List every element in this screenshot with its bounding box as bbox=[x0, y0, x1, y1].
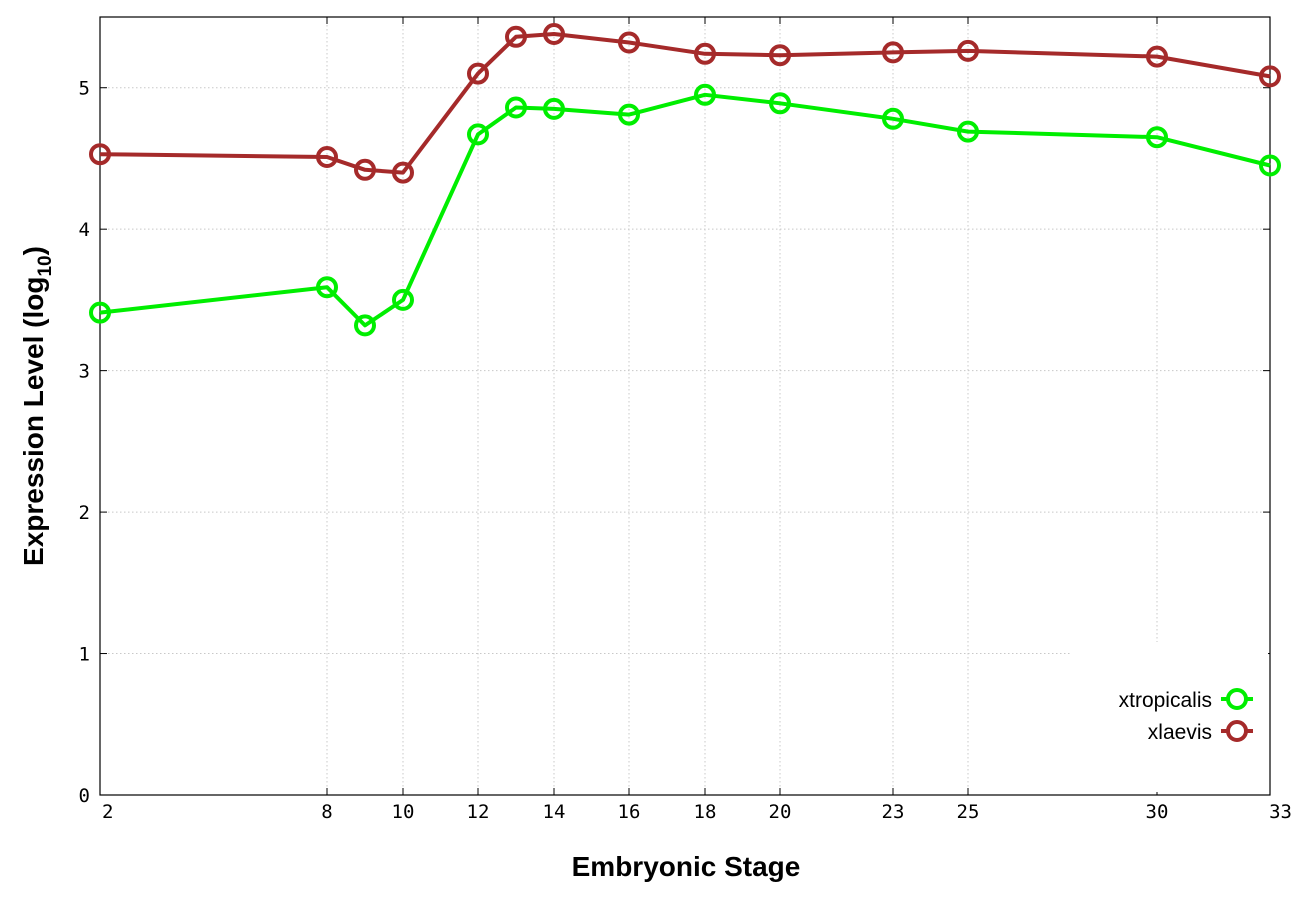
series-line-xlaevis bbox=[99, 32, 1271, 175]
legend-label-xtropicalis: xtropicalis bbox=[1119, 689, 1212, 712]
data-point-xtropicalis-8 bbox=[316, 276, 338, 299]
y-tick-label-1: 1 bbox=[79, 644, 90, 666]
plot-frame bbox=[99, 16, 1271, 796]
data-point-xlaevis-23 bbox=[882, 41, 904, 64]
x-axis-ticks: 2 8 10 12 14 16 18 20 23 25 30 33 bbox=[99, 17, 1292, 823]
x-axis-title: Embryonic Stage bbox=[572, 851, 801, 882]
data-point-xlaevis-30 bbox=[1146, 45, 1168, 68]
data-point-xlaevis-16 bbox=[618, 31, 640, 54]
y-axis-ticks: 0 1 2 3 4 5 bbox=[79, 78, 1270, 807]
x-tick-label-20: 20 bbox=[769, 801, 792, 823]
grid-lines bbox=[100, 17, 1270, 795]
x-tick-label-33: 33 bbox=[1269, 801, 1292, 823]
y-tick-label-5: 5 bbox=[79, 78, 90, 100]
data-point-xtropicalis-30 bbox=[1146, 126, 1168, 149]
legend-label-xlaevis: xlaevis bbox=[1148, 721, 1212, 744]
legend-marker-xtropicalis bbox=[1226, 688, 1248, 710]
x-tick-label-12: 12 bbox=[467, 801, 490, 823]
y-tick-label-4: 4 bbox=[79, 219, 90, 241]
data-point-xtropicalis-16 bbox=[618, 103, 640, 126]
data-point-xlaevis-13 bbox=[505, 25, 527, 48]
series-line-xtropicalis bbox=[99, 92, 1271, 328]
data-point-xtropicalis-23 bbox=[882, 107, 904, 130]
x-tick-label-2: 2 bbox=[102, 801, 113, 823]
data-point-xlaevis-20 bbox=[769, 44, 791, 67]
data-point-xlaevis-14 bbox=[543, 23, 565, 45]
data-point-xlaevis-18 bbox=[694, 42, 716, 65]
data-point-xtropicalis-14 bbox=[543, 97, 565, 120]
data-point-xtropicalis-18 bbox=[694, 83, 716, 106]
y-axis-title-main: Expression Level (log bbox=[18, 277, 49, 566]
data-point-xtropicalis-13 bbox=[505, 96, 527, 119]
data-point-xtropicalis-20 bbox=[769, 92, 791, 115]
data-point-xtropicalis-2 bbox=[89, 301, 111, 324]
data-point-xlaevis-25 bbox=[957, 39, 979, 62]
y-tick-label-0: 0 bbox=[79, 785, 90, 807]
y-tick-label-2: 2 bbox=[79, 502, 90, 524]
legend-marker-xlaevis bbox=[1226, 720, 1248, 742]
x-tick-label-18: 18 bbox=[694, 801, 717, 823]
data-point-xtropicalis-9 bbox=[354, 314, 376, 337]
y-axis-title-subscript: 10 bbox=[35, 255, 56, 276]
y-axis-title: Expression Level (log10) bbox=[18, 246, 56, 566]
x-tick-label-8: 8 bbox=[321, 801, 332, 823]
data-point-xtropicalis-25 bbox=[957, 120, 979, 143]
y-axis-title-close: ) bbox=[18, 246, 49, 255]
data-point-xlaevis-12 bbox=[467, 62, 489, 85]
x-tick-label-16: 16 bbox=[618, 801, 641, 823]
data-point-xlaevis-10 bbox=[392, 161, 414, 184]
x-tick-label-23: 23 bbox=[882, 801, 905, 823]
legend-box bbox=[1072, 642, 1268, 792]
legend: xtropicalis xlaevis bbox=[1072, 642, 1268, 792]
data-point-xlaevis-2 bbox=[89, 143, 111, 166]
data-point-xlaevis-33 bbox=[1259, 65, 1281, 88]
data-point-xtropicalis-10 bbox=[392, 288, 414, 311]
data-point-xlaevis-9 bbox=[354, 158, 376, 181]
data-point-xtropicalis-33 bbox=[1259, 154, 1281, 177]
x-tick-label-25: 25 bbox=[957, 801, 980, 823]
x-tick-label-30: 30 bbox=[1146, 801, 1169, 823]
data-series bbox=[89, 23, 1281, 337]
plot-border bbox=[99, 16, 1271, 796]
y-tick-label-3: 3 bbox=[79, 361, 90, 383]
data-point-xtropicalis-12 bbox=[467, 123, 489, 146]
x-tick-label-10: 10 bbox=[392, 801, 415, 823]
x-tick-label-14: 14 bbox=[543, 801, 566, 823]
data-point-xlaevis-8 bbox=[316, 146, 338, 168]
